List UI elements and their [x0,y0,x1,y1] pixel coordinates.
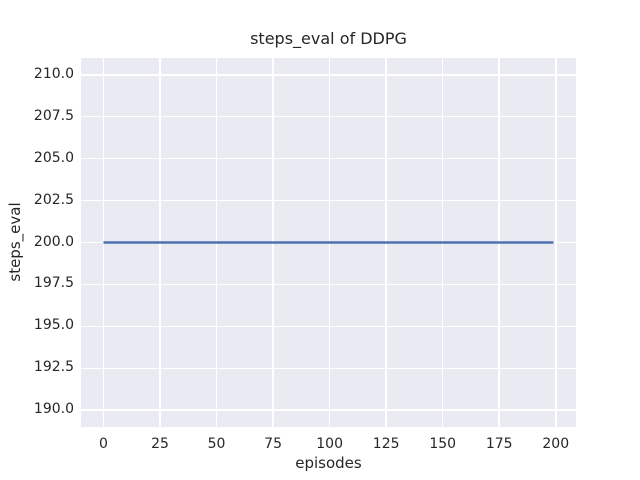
y-tick-label: 200.0 [33,233,74,250]
y-tick-label: 197.5 [33,275,74,292]
y-tick-label: 205.0 [33,149,74,166]
plot-area [81,58,576,427]
gridline-horizontal [81,115,576,118]
y-tick-label: 207.5 [33,107,74,124]
gridline-horizontal [81,367,576,370]
x-tick-label: 175 [485,436,513,452]
x-tick-label: 200 [542,436,570,452]
series-layer [103,241,554,244]
gridline-horizontal [81,409,576,411]
x-tick-label: 125 [372,436,400,452]
gridline-horizontal [81,283,576,286]
gridline-horizontal [81,199,576,202]
y-tick-label: 195.0 [33,317,74,334]
y-tick-label: 190.0 [33,401,74,418]
y-tick-label: 210.0 [33,65,74,82]
x-tick-label: 50 [207,436,226,452]
chart-title: steps_eval of DDPG [250,29,407,48]
x-tick-label: 150 [429,436,457,452]
x-tick-label: 25 [151,436,169,452]
y-tick-label: 202.5 [33,191,74,208]
x-tick-label: 0 [99,436,108,452]
gridline-horizontal [81,157,576,160]
x-tick-label: 100 [316,436,343,452]
y-tick-label: 192.5 [33,359,74,376]
gridline-horizontal [81,325,576,328]
x-axis-label: episodes [295,454,362,472]
x-tick-label: 75 [264,436,282,452]
gridline-horizontal [81,74,576,76]
